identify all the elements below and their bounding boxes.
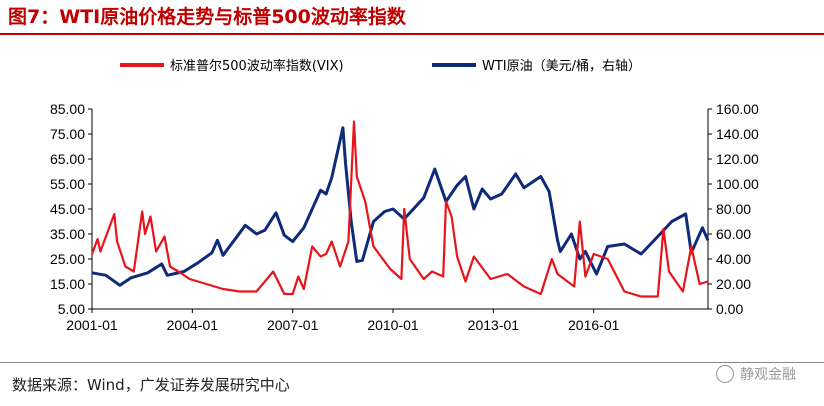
x-tick-label: 2010-01 — [367, 317, 419, 333]
right-y-tick-label: 140.00 — [716, 126, 759, 142]
source-note: 数据来源：Wind，广发证券发展研究中心 — [12, 376, 290, 394]
legend-swatch-wti — [432, 62, 476, 67]
left-y-tick-label: 5.00 — [58, 301, 85, 317]
watermark: 静观金融 — [716, 364, 796, 384]
chart-lines — [90, 120, 710, 298]
x-tick-label: 2013-01 — [468, 317, 520, 333]
legend-swatch-vix — [120, 62, 164, 67]
title-divider — [0, 33, 824, 35]
left-y-tick-label: 35.00 — [50, 226, 85, 242]
right-y-tick-label: 120.00 — [716, 151, 759, 167]
x-tick-label: 2016-01 — [568, 317, 620, 333]
left-y-tick-label: 55.00 — [50, 176, 85, 192]
legend-item-wti: WTI原油（美元/桶，右轴） — [432, 55, 641, 74]
chart-ticks: 85.00 75.00 65.00 55.00 45.00 35.00 25.00 15.00… — [50, 101, 759, 333]
legend-label-vix: 标准普尔500波动率指数(VIX) — [170, 59, 344, 74]
x-tick-label: 2007-01 — [267, 317, 319, 333]
wechat-icon — [716, 365, 734, 383]
x-tick-label: 2001-01 — [66, 317, 118, 333]
legend-item-vix: 标准普尔500波动率指数(VIX) — [120, 55, 344, 74]
left-y-tick-label: 25.00 — [50, 251, 85, 267]
left-y-tick-label: 15.00 — [50, 276, 85, 292]
right-y-tick-label: 40.00 — [716, 251, 751, 267]
right-y-tick-label: 100.00 — [716, 176, 759, 192]
right-y-tick-label: 60.00 — [716, 226, 751, 242]
right-y-tick-label: 0.00 — [716, 301, 743, 317]
left-y-tick-label: 75.00 — [50, 126, 85, 142]
right-y-tick-label: 160.00 — [716, 101, 759, 117]
right-y-tick-label: 20.00 — [716, 276, 751, 292]
footer-divider — [0, 362, 824, 363]
right-y-tick-label: 80.00 — [716, 201, 751, 217]
left-y-tick-label: 85.00 — [50, 101, 85, 117]
line-chart: 85.00 75.00 65.00 55.00 45.00 35.00 25.00 15.00… — [50, 101, 759, 333]
series-line-vix — [90, 120, 709, 298]
series-line-wti — [91, 126, 710, 287]
watermark-text: 静观金融 — [740, 367, 796, 383]
x-tick-label: 2004-01 — [167, 317, 219, 333]
left-y-tick-label: 65.00 — [50, 151, 85, 167]
legend-label-wti: WTI原油（美元/桶，右轴） — [482, 59, 642, 74]
left-y-tick-label: 45.00 — [50, 201, 85, 217]
figure-title: 图7：WTI原油价格走势与标普500波动率指数 — [8, 6, 406, 28]
